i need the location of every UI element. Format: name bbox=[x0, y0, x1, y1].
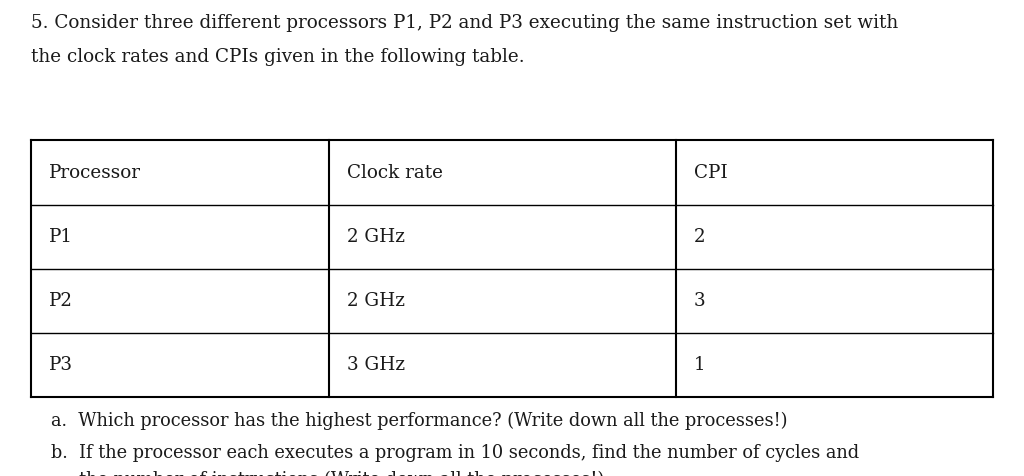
Text: 1: 1 bbox=[693, 357, 706, 374]
Text: Processor: Processor bbox=[48, 164, 140, 181]
Text: Clock rate: Clock rate bbox=[347, 164, 443, 181]
Text: 3 GHz: 3 GHz bbox=[347, 357, 406, 374]
Text: CPI: CPI bbox=[693, 164, 727, 181]
Text: P1: P1 bbox=[48, 228, 73, 246]
Text: a.  Which processor has the highest performance? (Write down all the processes!): a. Which processor has the highest perfo… bbox=[51, 412, 787, 430]
Text: P3: P3 bbox=[48, 357, 73, 374]
Text: P2: P2 bbox=[48, 292, 73, 310]
Text: the number of instructions (Write down all the processes!): the number of instructions (Write down a… bbox=[51, 471, 604, 476]
Text: 2 GHz: 2 GHz bbox=[347, 228, 404, 246]
Text: 5. Consider three different processors P1, P2 and P3 executing the same instruct: 5. Consider three different processors P… bbox=[31, 14, 898, 32]
Text: 3: 3 bbox=[693, 292, 706, 310]
Text: b.  If the processor each executes a program in 10 seconds, find the number of c: b. If the processor each executes a prog… bbox=[51, 444, 859, 462]
Text: the clock rates and CPIs given in the following table.: the clock rates and CPIs given in the fo… bbox=[31, 48, 524, 66]
Text: 2 GHz: 2 GHz bbox=[347, 292, 404, 310]
Text: 2: 2 bbox=[693, 228, 706, 246]
